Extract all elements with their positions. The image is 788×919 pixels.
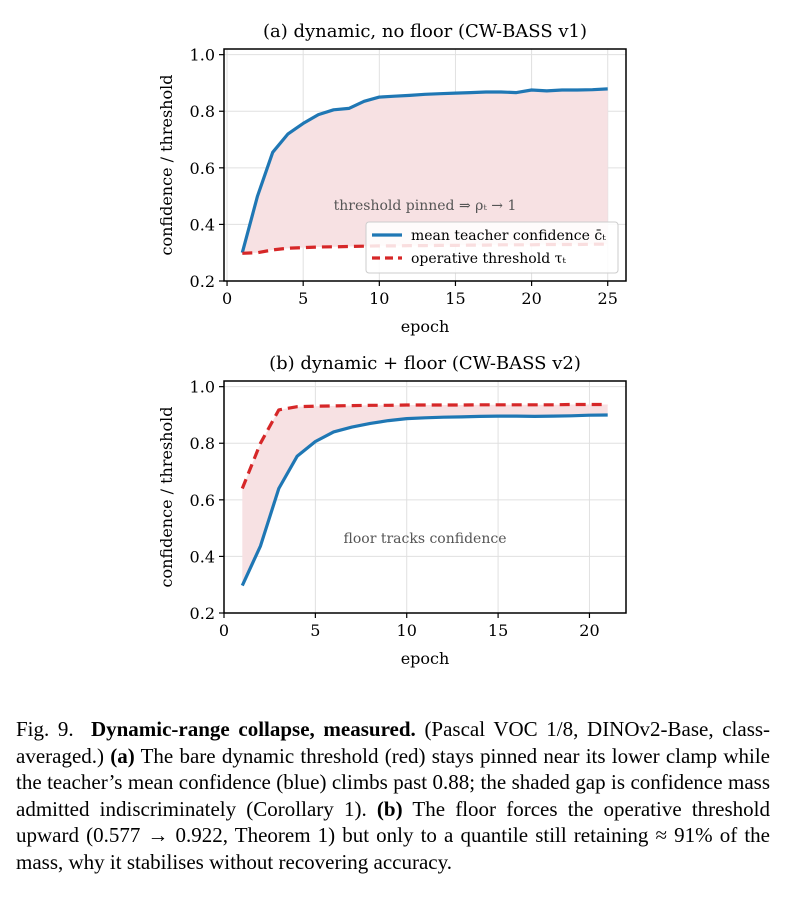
y-tick-label: 0.2 (190, 272, 215, 291)
caption-fig-label: Fig. 9. (16, 717, 74, 741)
y-tick-label: 1.0 (190, 46, 215, 65)
x-tick-label: 0 (219, 621, 229, 640)
figure-caption: Fig. 9. Dynamic-range collapse, measured… (16, 716, 770, 876)
axes-frame (223, 380, 627, 614)
chart-b: (b) dynamic + floor (CW-BASS v2) 0 5 10 15 20… (157, 353, 627, 668)
shaded-gap (242, 88, 608, 254)
x-axis-label: epoch (401, 317, 450, 336)
caption-title: Dynamic-range collapse, measured. (90, 717, 416, 741)
y-tick-label: 0.2 (190, 604, 215, 623)
x-tick-label: 0 (222, 289, 232, 308)
legend-box (365, 221, 619, 274)
chart-title: (a) dynamic, no floor (CW-BASS v1) (263, 21, 587, 42)
y-tick-label: 0.4 (190, 215, 215, 234)
chart-annotation: threshold pinned ⇒ ρₜ → 1 (334, 198, 517, 214)
y-tick-label: 0.6 (190, 491, 215, 510)
axes-frame (223, 48, 627, 282)
legend-label-confidence: mean teacher confidence c̄ₜ (411, 228, 606, 244)
caption-intro: (Pascal VOC 1/8, DINOv2-Base, class-aver… (16, 717, 771, 768)
chart-a: (a) dynamic, no floor (CW-BASS v1) 0 5 10 15… (157, 21, 627, 336)
chart-title: (b) dynamic + floor (CW-BASS v2) (269, 353, 581, 374)
y-tick-label: 1.0 (190, 378, 215, 397)
caption-a-label: (a) (110, 743, 135, 768)
y-axis-label: confidence / threshold (157, 407, 176, 588)
x-tick-label: 25 (598, 289, 618, 308)
x-axis-label: epoch (401, 649, 450, 668)
x-tick-label: 5 (298, 289, 308, 308)
x-tick-label: 20 (521, 289, 541, 308)
legend: mean teacher confidence c̄ₜ operative thr… (365, 221, 619, 274)
caption-b-label: (b) (376, 796, 403, 821)
x-tick-label: 5 (310, 621, 320, 640)
y-tick-label: 0.8 (190, 434, 215, 453)
confidence-line (240, 413, 608, 587)
confidence-line (240, 87, 608, 254)
threshold-line (240, 402, 608, 490)
x-tick-label: 15 (488, 621, 508, 640)
caption-b-text: The floor forces the operative threshold… (16, 796, 771, 874)
x-tick-label: 15 (445, 289, 465, 308)
x-tick-label: 20 (579, 621, 599, 640)
caption-a-text: The bare dynamic threshold (red) stays p… (16, 743, 771, 821)
y-tick-label: 0.6 (190, 159, 215, 178)
y-tick-label: 0.8 (190, 102, 215, 121)
y-axis-label: confidence / threshold (157, 75, 176, 256)
x-tick-label: 10 (369, 289, 389, 308)
y-tick-label: 0.4 (190, 547, 215, 566)
legend-label-threshold: operative threshold τₜ (411, 251, 566, 267)
x-tick-label: 10 (397, 621, 417, 640)
shaded-gap (242, 404, 608, 586)
chart-annotation: floor tracks confidence (344, 531, 507, 547)
